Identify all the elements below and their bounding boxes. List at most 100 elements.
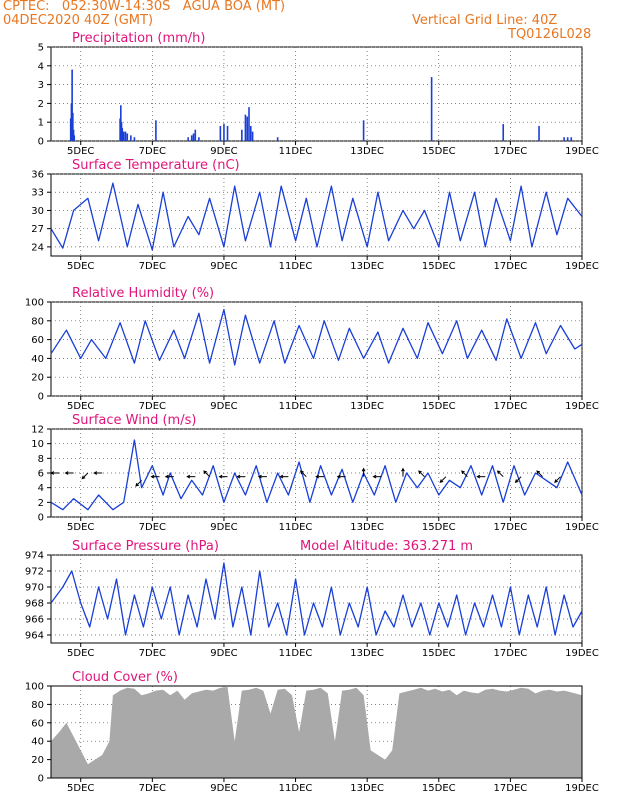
panel-title: Surface Temperature (nC) — [72, 158, 240, 173]
wind-arrow-head — [401, 467, 405, 472]
precip-bar — [121, 127, 124, 141]
x-tick-label: 11DEC — [279, 261, 313, 272]
x-tick-label: 19DEC — [565, 261, 599, 272]
y-tick-label: 0 — [38, 392, 44, 403]
precip-bar — [72, 112, 74, 141]
y-tick-label: 972 — [25, 567, 44, 578]
panel-title: Surface Wind (m/s) — [72, 413, 196, 428]
x-tick-label: 13DEC — [350, 783, 384, 794]
y-tick-label: 60 — [31, 718, 44, 729]
header-grid-line: Vertical Grid Line: 40Z — [412, 13, 558, 28]
precip-bar — [241, 129, 243, 141]
x-tick-label: 5DEC — [67, 401, 94, 412]
wind-arrow-head — [186, 474, 191, 479]
x-tick-label: 19DEC — [565, 401, 599, 412]
y-tick-label: 1 — [38, 118, 44, 129]
cloud-area — [51, 686, 582, 778]
header-model-code: TQ0126L028 — [508, 27, 592, 42]
x-tick-label: 9DEC — [210, 783, 237, 794]
y-tick-label: 80 — [31, 700, 44, 711]
wind-arrow-head — [279, 474, 284, 479]
y-tick-label: 36 — [31, 170, 44, 181]
precip-bar — [570, 137, 573, 141]
panel-frame — [50, 428, 583, 518]
precip-bar — [126, 133, 129, 141]
wind-arrow-head — [476, 474, 481, 479]
y-tick-label: 10 — [31, 439, 44, 450]
x-tick-label: 17DEC — [494, 648, 528, 659]
series-line — [50, 308, 583, 366]
x-tick-label: 9DEC — [210, 261, 237, 272]
wind-arrow-head — [218, 474, 223, 479]
header-location: CPTEC: 052:30W-14:30S AGUA BOA (MT) — [3, 0, 286, 14]
wind-arrow-head — [50, 471, 55, 475]
precip-bar — [566, 137, 569, 141]
x-tick-label: 9DEC — [210, 146, 237, 157]
x-tick-label: 13DEC — [350, 261, 384, 272]
x-tick-label: 9DEC — [210, 401, 237, 412]
y-tick-label: 0 — [38, 513, 44, 524]
wind-arrow-head — [372, 474, 377, 479]
x-tick-label: 11DEC — [279, 401, 313, 412]
x-tick-label: 15DEC — [422, 146, 456, 157]
x-tick-label: 5DEC — [67, 783, 94, 794]
wind-arrow-head — [236, 474, 241, 479]
wind-arrow-head — [203, 470, 208, 475]
x-tick-label: 19DEC — [565, 522, 599, 533]
wind-arrow-head — [299, 470, 304, 475]
precip-bar — [122, 131, 125, 141]
wind-arrow — [418, 470, 425, 478]
precip-bar — [249, 125, 252, 141]
precip-bar — [198, 137, 200, 141]
x-tick-label: 11DEC — [279, 522, 313, 533]
x-tick-label: 17DEC — [494, 401, 528, 412]
x-tick-label: 11DEC — [279, 146, 313, 157]
panel-title: Surface Pressure (hPa) — [72, 539, 219, 554]
x-tick-label: 19DEC — [565, 783, 599, 794]
precip-bar — [219, 125, 222, 141]
y-tick-label: 12 — [31, 425, 44, 436]
panel-title: Precipitation (mm/h) — [72, 31, 205, 46]
precip-bar — [190, 135, 193, 141]
precip-bar — [246, 116, 249, 141]
wind-arrow-head — [514, 479, 519, 484]
precip-bar — [244, 114, 247, 141]
wind-arrow-head — [81, 475, 86, 480]
y-tick-label: 0 — [38, 774, 44, 785]
y-tick-label: 100 — [25, 682, 44, 693]
precip-bar — [563, 137, 565, 141]
x-tick-label: 19DEC — [565, 146, 599, 157]
y-tick-label: 5 — [38, 43, 44, 54]
x-tick-label: 15DEC — [422, 261, 456, 272]
precip-bar — [223, 124, 225, 141]
y-tick-label: 968 — [25, 599, 44, 610]
series-line — [50, 562, 583, 636]
wind-arrow-head — [336, 474, 341, 479]
precip-bar — [538, 125, 540, 141]
x-tick-label: 7DEC — [139, 146, 166, 157]
x-tick-label: 13DEC — [350, 401, 384, 412]
x-tick-label: 15DEC — [422, 401, 456, 412]
precip-bar — [502, 124, 505, 141]
wind-arrow-head — [461, 470, 465, 475]
x-tick-label: 15DEC — [422, 783, 456, 794]
x-tick-label: 13DEC — [350, 648, 384, 659]
x-tick-label: 17DEC — [494, 261, 528, 272]
wind-arrow-head — [536, 470, 541, 475]
y-tick-label: 40 — [31, 737, 44, 748]
precip-bar — [276, 137, 279, 141]
y-tick-label: 974 — [25, 551, 44, 562]
wind-arrow-head — [93, 471, 98, 475]
panel-subtitle: Model Altitude: 363.271 m — [300, 539, 473, 554]
wind-arrow — [461, 470, 468, 478]
x-tick-label: 7DEC — [139, 783, 166, 794]
y-tick-label: 4 — [38, 61, 44, 72]
wind-arrow — [203, 470, 210, 478]
wind-arrow — [81, 472, 89, 479]
x-tick-label: 15DEC — [422, 522, 456, 533]
precip-bar — [155, 120, 157, 141]
y-tick-label: 2 — [38, 498, 44, 509]
panel-frame — [50, 554, 583, 644]
y-tick-label: 80 — [31, 316, 44, 327]
